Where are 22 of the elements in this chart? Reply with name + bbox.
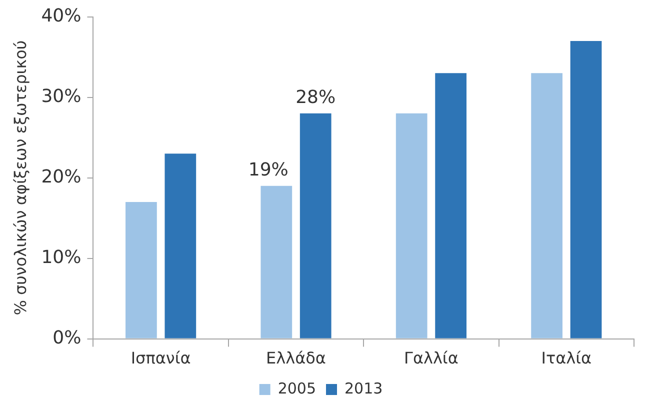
bar — [126, 202, 157, 338]
bar — [164, 154, 196, 338]
data-label: 19% — [248, 160, 288, 181]
bar — [260, 186, 292, 338]
y-axis-title: % συνολικών αφίξεων εξωτερικού — [10, 40, 30, 316]
x-tick-label: Γαλλία — [404, 348, 458, 368]
y-tick-label: 20% — [41, 166, 82, 188]
bar — [570, 40, 602, 338]
x-tick-label: Ισπανία — [130, 348, 191, 368]
bar — [435, 73, 466, 338]
y-tick-label: 40% — [41, 5, 82, 26]
bar — [300, 113, 332, 338]
x-tick-label: Ιταλία — [541, 348, 592, 368]
legend-label: 2005 — [278, 379, 316, 398]
y-tick-label: 0% — [52, 327, 82, 348]
bar — [396, 113, 428, 338]
x-tick-label: Ελλάδα — [266, 348, 326, 368]
data-label: 28% — [296, 87, 336, 108]
y-tick-label: 10% — [41, 246, 82, 268]
legend-label: 2013 — [344, 379, 383, 398]
y-tick-label: 30% — [41, 86, 82, 107]
bar — [531, 73, 562, 338]
